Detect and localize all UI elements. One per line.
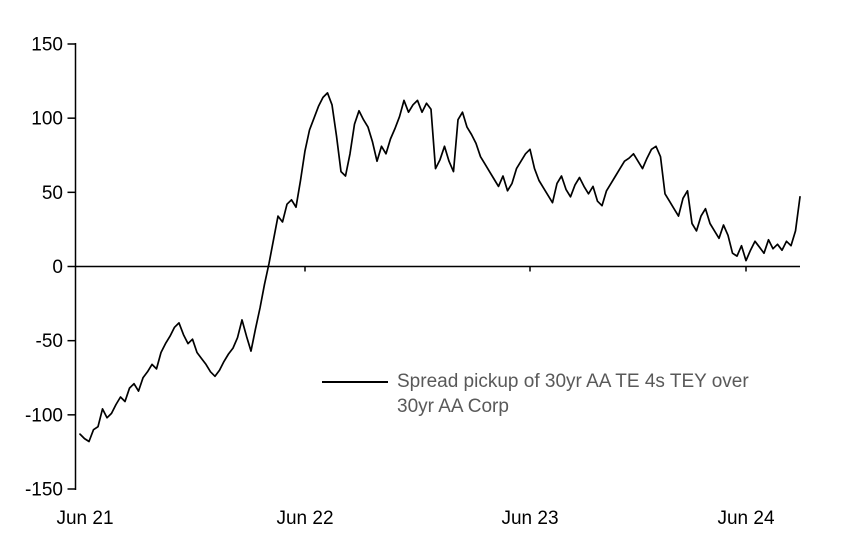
x-tick-label: Jun 24 xyxy=(717,508,774,529)
x-tick-label: Jun 23 xyxy=(501,508,558,529)
y-tick-label: 0 xyxy=(52,257,63,278)
y-tick-label: 150 xyxy=(31,35,63,56)
x-tick-label: Jun 21 xyxy=(56,508,113,529)
y-tick-label: -100 xyxy=(25,405,63,426)
legend-label-line1: Spread pickup of 30yr AA TE 4s TEY over xyxy=(397,371,749,392)
y-tick-label: 100 xyxy=(31,109,63,130)
y-tick-label: -50 xyxy=(36,331,63,352)
legend-label-line2: 30yr AA Corp xyxy=(397,396,509,417)
x-tick-label: Jun 22 xyxy=(276,508,333,529)
legend-line-swatch xyxy=(322,381,388,383)
series-line xyxy=(79,92,801,443)
y-tick-label: -150 xyxy=(25,480,63,501)
y-tick-label: 50 xyxy=(42,183,63,204)
legend-label: Spread pickup of 30yr AA TE 4s TEY over … xyxy=(397,369,749,419)
chart-legend: Spread pickup of 30yr AA TE 4s TEY over … xyxy=(322,369,749,419)
